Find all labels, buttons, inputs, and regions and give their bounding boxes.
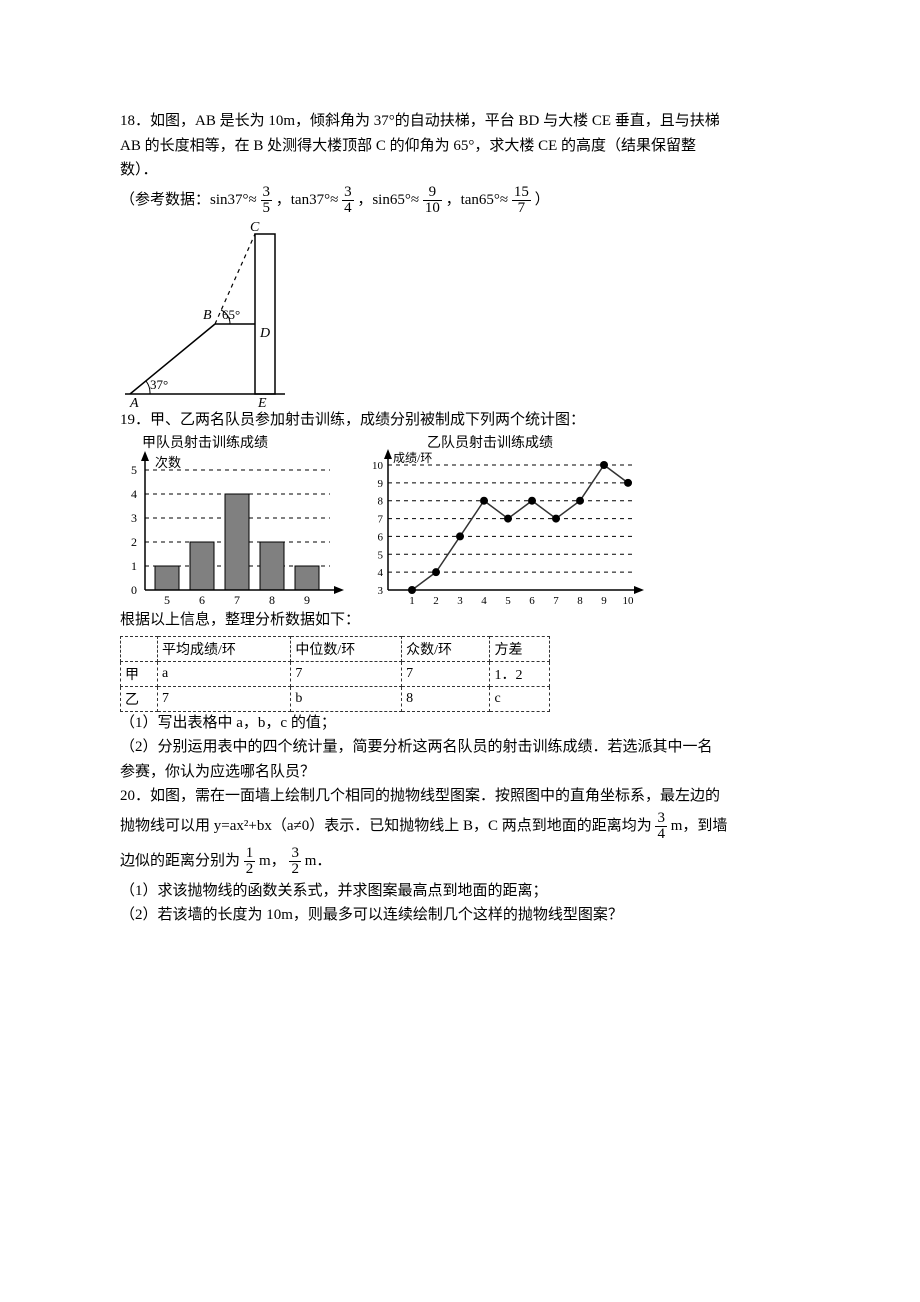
q18-c4: ） [535,192,550,208]
td-1-4: c [490,686,550,711]
label-E: E [257,396,267,409]
q18-line1: 18．如图，AB 是长为 10m，倾斜角为 37°的自动扶梯，平台 BD 与大楼… [120,110,800,133]
th-2: 中位数/环 [291,636,402,661]
frac-bc: 34 [655,811,667,842]
q20-line2-pre: 抛物线可以用 y=ax²+bx（a≠0）表示．已知抛物线上 B，C 两点到地面的… [120,818,652,834]
q20-line3-post: m． [305,853,332,869]
label-37: 37° [150,377,168,392]
td-1-0: 乙 [121,686,158,711]
q20-part1: （1）求该抛物线的函数关系式，并求图案最高点到地面的距离； [120,880,800,903]
frac-tan65: 157 [512,185,531,216]
label-C: C [250,220,260,235]
label-D: D [259,326,270,341]
q18-c1: ，tan37°≈ [276,192,339,208]
svg-text:6: 6 [199,593,205,605]
svg-text:3: 3 [378,585,384,597]
svg-text:4: 4 [481,595,487,605]
svg-text:7: 7 [553,595,559,605]
q19-part2-l1: （2）分别运用表中的四个统计量，简要分析这两名队员的射击训练成绩．若选派其中一名 [120,736,800,759]
chart1-ylabel: 次数 [155,455,181,470]
svg-text:9: 9 [378,478,384,490]
td-0-3: 7 [402,661,490,686]
frac-tan37: 34 [342,185,354,216]
frac-hh: 32 [289,846,301,877]
svg-text:8: 8 [269,593,275,605]
table-header-row: 平均成绩/环 中位数/环 众数/环 方差 [121,636,550,661]
svg-text:8: 8 [577,595,583,605]
svg-text:4: 4 [131,487,137,501]
frac-sin37: 35 [261,185,273,216]
td-0-2: 7 [291,661,402,686]
q18-c3: ，tan65°≈ [446,192,509,208]
q20-line3: 边似的距离分别为 12 m， 32 m． [120,845,800,878]
q18-line2: AB 的长度相等，在 B 处测得大楼顶部 C 的仰角为 65°，求大楼 CE 的… [120,135,800,158]
q19-bar-chart: 甲队员射击训练成绩 次数 0 1 2 3 4 5 5 6 7 8 9 [120,435,350,605]
svg-text:2: 2 [433,595,439,605]
q19-table: 平均成绩/环 中位数/环 众数/环 方差 甲 a 7 7 1．2 乙 7 b 8… [120,636,550,712]
svg-text:1: 1 [131,559,137,573]
table-row-yi: 乙 7 b 8 c [121,686,550,711]
svg-text:3: 3 [131,511,137,525]
q18-ref: （参考数据：sin37°≈ 35 ，tan37°≈ 34 ，sin65°≈ 91… [120,184,800,217]
q19-line-chart: 乙队员射击训练成绩 成绩/环 3 4 5 6 7 8 9 10 1 2 3 4 5 6 7 8 9 10 [360,435,650,605]
q20-line2: 抛物线可以用 y=ax²+bx（a≠0）表示．已知抛物线上 B，C 两点到地面的… [120,810,800,843]
svg-text:9: 9 [304,593,310,605]
q19-line1: 19．甲、乙两名队员参加射击训练，成绩分别被制成下列两个统计图： [120,409,800,432]
svg-text:7: 7 [234,593,240,605]
svg-text:0: 0 [131,583,137,597]
q20-part2: （2）若该墙的长度为 10m，则最多可以连续绘制几个这样的抛物线型图案？ [120,904,800,927]
svg-text:10: 10 [623,595,635,605]
svg-text:9: 9 [601,595,607,605]
q19-part2-l2: 参赛，你认为应选哪名队员？ [120,761,800,784]
th-4: 方差 [490,636,550,661]
svg-text:6: 6 [378,531,384,543]
q18-line3: 数）． [120,159,800,182]
chart1-title: 甲队员射击训练成绩 [142,435,268,451]
svg-text:2: 2 [131,535,137,549]
q18-c2: ，sin65°≈ [357,192,419,208]
svg-text:7: 7 [378,514,384,526]
q20-line1: 20．如图，需在一面墙上绘制几个相同的抛物线型图案．按照图中的直角坐标系，最左边… [120,785,800,808]
chart2-title: 乙队员射击训练成绩 [427,435,553,451]
th-3: 众数/环 [402,636,490,661]
q18-ref-prefix: （参考数据：sin37°≈ [120,192,257,208]
svg-text:5: 5 [505,595,511,605]
q20-line3-pre: 边似的距离分别为 [120,853,240,869]
td-1-3: 8 [402,686,490,711]
table-row-jia: 甲 a 7 7 1．2 [121,661,550,686]
td-0-1: a [158,661,291,686]
svg-text:8: 8 [378,496,384,508]
q20-line3-mid: m， [259,853,286,869]
svg-text:10: 10 [372,460,384,472]
td-1-2: b [291,686,402,711]
th-1: 平均成绩/环 [158,636,291,661]
td-1-1: 7 [158,686,291,711]
svg-text:5: 5 [378,549,384,561]
svg-text:6: 6 [529,595,535,605]
td-0-4: 1．2 [490,661,550,686]
svg-text:4: 4 [378,567,384,579]
chart2-ylabel: 成绩/环 [393,451,432,465]
svg-text:1: 1 [409,595,415,605]
q18-diagram: A B C D E 37° 65° [120,219,290,409]
label-B: B [203,308,212,323]
q19-part1: （1）写出表格中 a，b，c 的值； [120,712,800,735]
label-65: 65° [222,307,240,322]
frac-h: 12 [244,846,256,877]
th-0 [121,636,158,661]
q20-line2-post: m，到墙 [671,818,728,834]
td-0-0: 甲 [121,661,158,686]
frac-sin65: 910 [423,185,442,216]
svg-text:5: 5 [164,593,170,605]
svg-text:5: 5 [131,463,137,477]
q19-pretable: 根据以上信息，整理分析数据如下： [120,609,800,632]
label-A: A [129,396,139,409]
svg-text:3: 3 [457,595,463,605]
